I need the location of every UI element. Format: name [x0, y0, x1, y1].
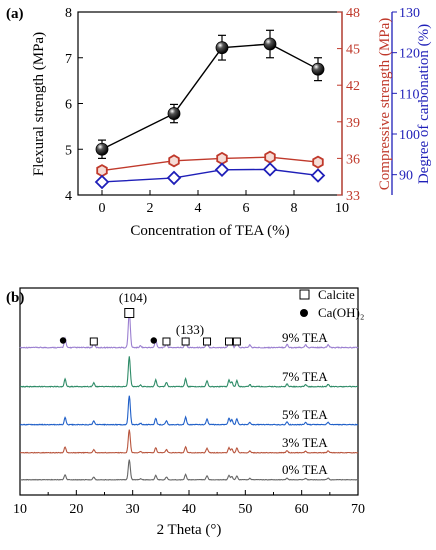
x-axis-title-b: 2 Theta (°) [157, 522, 222, 538]
y-tick-label-carbonation: 110 [399, 87, 419, 102]
y-tick-label-carbonation: 130 [399, 6, 420, 21]
legend-calcite-marker [299, 289, 310, 300]
xrd-trace [19, 311, 359, 349]
xrd-trace [19, 395, 359, 426]
y-tick-label-carbonation: 120 [399, 47, 420, 62]
xrd-trace [19, 429, 359, 454]
y-tick-label-flexural: 6 [65, 98, 72, 113]
axes-b: 10 20 30 40 50 60 70 [13, 490, 365, 517]
calcite-marker [232, 337, 241, 346]
legend-portlandite-label: Ca(OH)₂ [318, 305, 364, 320]
calcite-marker [203, 337, 212, 346]
calcite-marker [124, 308, 135, 318]
x-tick-label-b: 60 [295, 502, 309, 517]
peak-label-104: (104) [119, 290, 147, 305]
x-tick-label-b: 70 [351, 502, 365, 517]
data-point-flexural [95, 142, 109, 156]
legend-calcite-label: Calcite [318, 287, 355, 302]
y-tick-label-compressive: 48 [346, 6, 360, 21]
y-axis-title-carbonation: Degree of carbonation (%) [416, 24, 432, 184]
calcite-marker [162, 337, 171, 346]
data-point-flexural [167, 107, 181, 120]
series-line-flexural [101, 43, 319, 150]
series-line-carbonation [101, 168, 319, 183]
x-tick-label-a: 6 [243, 201, 250, 216]
panel-a: (a) 0 2 4 6 8 1045678333639424548901001101201… [6, 6, 432, 239]
trace-label: 9% TEA [282, 330, 328, 345]
data-point-compressive [216, 151, 228, 165]
y-tick-label-carbonation: 100 [399, 128, 420, 143]
y-axis-title-flexural: Flexural strength (MPa) [31, 32, 47, 176]
y-tick-label-compressive: 36 [346, 152, 360, 167]
panel-label-b: (b) [6, 290, 24, 306]
portlandite-marker [59, 337, 67, 344]
y-axis-title-compressive: Compressive strength (MPa) [377, 18, 393, 190]
data-point-flexural [215, 41, 229, 55]
plot-frame-a [77, 11, 343, 196]
xrd-trace [19, 356, 359, 388]
x-tick-label-b: 30 [126, 502, 140, 517]
series-line-compressive [101, 156, 319, 172]
trace-label: 0% TEA [282, 462, 328, 477]
data-point-carbonation [310, 168, 326, 183]
data-point-carbonation [94, 174, 110, 190]
y-tick-label-flexural: 5 [65, 143, 72, 158]
calcite-marker [224, 337, 233, 346]
y-tick-label-compressive: 33 [346, 189, 360, 204]
y-tick-label-compressive: 39 [346, 116, 360, 131]
y-tick-label-flexural: 8 [65, 6, 72, 21]
marks-a [94, 29, 326, 190]
data-point-carbonation [214, 162, 230, 178]
x-tick-label-a: 10 [335, 201, 349, 216]
y-tick-label-compressive: 45 [346, 43, 360, 58]
marks-b: 9% TEA 7% TEA 5% TEA 3% TEA 0% TEA [19, 308, 359, 481]
peak-label-133: (133) [176, 322, 204, 337]
y-tick-label-carbonation: 90 [399, 169, 413, 184]
data-point-compressive [312, 155, 324, 169]
data-point-compressive [168, 154, 180, 168]
y-tick-label-flexural: 7 [65, 52, 72, 67]
x-tick-label-a: 2 [147, 201, 154, 216]
trace-label: 5% TEA [282, 407, 328, 422]
trace-label: 3% TEA [282, 435, 328, 450]
panel-label-a: (a) [6, 6, 24, 22]
xrd-trace [19, 459, 359, 481]
panel-b: (b) 10 20 30 40 50 60 70 9% TEA 7% TEA 5% TEA 3% … [6, 287, 365, 538]
x-axis-title-a: Concentration of TEA (%) [130, 223, 289, 239]
x-tick-label-b: 20 [69, 502, 83, 517]
y-tick-label-flexural: 4 [65, 189, 72, 204]
data-point-flexural [311, 62, 325, 76]
calcite-marker [89, 337, 98, 346]
portlandite-marker [150, 337, 157, 344]
data-point-carbonation [262, 162, 278, 177]
trace-label: 7% TEA [282, 369, 328, 384]
data-point-compressive [96, 164, 108, 178]
data-point-compressive [264, 150, 276, 164]
x-tick-label-b: 10 [13, 502, 27, 517]
x-tick-label-b: 50 [238, 502, 252, 517]
data-point-flexural [263, 37, 277, 51]
x-tick-label-a: 0 [99, 201, 106, 216]
x-tick-label-b: 40 [182, 502, 196, 517]
data-point-carbonation [166, 170, 182, 186]
x-tick-label-a: 8 [291, 201, 298, 216]
legend-portlandite-marker [300, 309, 308, 317]
calcite-marker [181, 337, 190, 346]
x-tick-label-a: 4 [195, 201, 202, 216]
y-tick-label-compressive: 42 [346, 79, 360, 94]
